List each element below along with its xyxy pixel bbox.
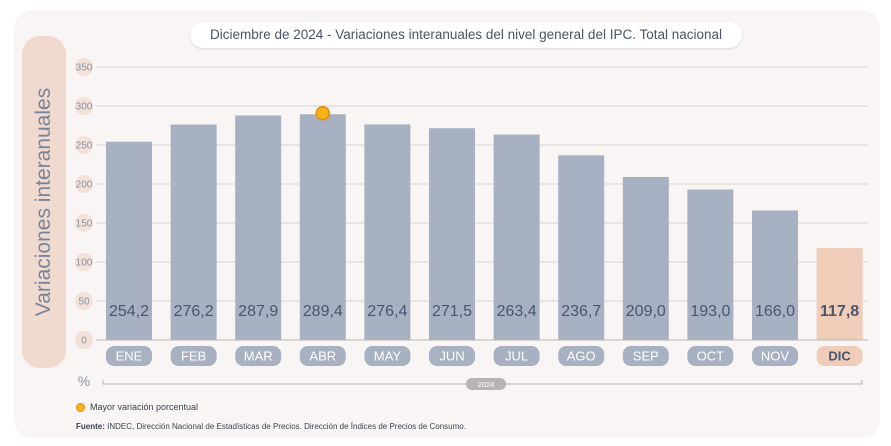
x-tick-tab [429, 346, 475, 366]
x-tick-tab [558, 346, 605, 366]
data-label: 276,2 [174, 303, 214, 320]
source-note: Fuente: INDEC, Dirección Nacional de Est… [76, 422, 466, 431]
x-tick-label: ABR [309, 349, 336, 364]
y-tick-bubble [75, 331, 93, 349]
y-tick-label: 0 [81, 336, 87, 347]
x-tick-tab [235, 346, 282, 366]
x-tick-tab [687, 346, 734, 366]
y-tick-label: 100 [76, 258, 93, 269]
x-tick-label: DIC [828, 349, 851, 364]
x-tick-tab [364, 346, 411, 366]
bar-feb [170, 124, 217, 341]
x-tick-label: JUL [505, 349, 528, 364]
data-label: 193,0 [690, 303, 730, 320]
data-label: 287,9 [238, 303, 278, 320]
y-tick-bubble [75, 97, 93, 115]
x-tick-label: NOV [761, 349, 790, 364]
x-tick-tab [752, 346, 798, 366]
y-tick-bubble [75, 292, 93, 310]
x-tick-label: MAR [244, 349, 273, 364]
y-tick-label: 350 [76, 63, 93, 74]
y-axis-label-band [22, 36, 66, 368]
data-label: 236,7 [561, 303, 601, 320]
year-badge [466, 378, 506, 390]
bar-dic [816, 248, 863, 340]
x-tick-tab [622, 346, 669, 366]
y-tick-bubble [75, 214, 93, 232]
max-variation-marker [315, 106, 331, 121]
bar-may [364, 124, 411, 341]
x-tick-tab [299, 346, 346, 366]
x-tick-label: FEB [181, 349, 206, 364]
x-tick-label: JUN [439, 349, 464, 364]
legend-label: Mayor variación porcentual [90, 402, 199, 412]
y-tick-bubble [75, 58, 93, 76]
bar-abr [299, 114, 346, 340]
y-unit-label: % [78, 373, 90, 389]
bar-sep [622, 176, 669, 340]
source-label: Fuente: [76, 422, 105, 431]
y-tick-label: 200 [76, 180, 93, 191]
bar-jul [493, 134, 540, 340]
x-tick-tab [816, 346, 863, 366]
x-tick-label: MAY [374, 349, 402, 364]
year-label: 2024 [478, 380, 495, 389]
data-label: 209,0 [626, 303, 666, 320]
x-tick-label: SEP [633, 349, 659, 364]
bar-ago [558, 155, 605, 340]
data-label: 263,4 [497, 303, 537, 320]
data-label: 289,4 [303, 303, 343, 320]
y-tick-label: 150 [76, 219, 93, 230]
x-tick-label: AGO [567, 349, 596, 364]
y-tick-label: 50 [78, 297, 90, 308]
x-tick-tab [106, 346, 152, 366]
y-tick-label: 300 [76, 102, 93, 113]
data-label: 254,2 [109, 303, 149, 320]
y-tick-label: 250 [76, 141, 93, 152]
bar-jun [429, 128, 475, 340]
y-tick-bubble [75, 136, 93, 154]
chart-title: Diciembre de 2024 - Variaciones interanu… [190, 22, 742, 48]
x-tick-tab [170, 346, 217, 366]
bar-oct [687, 189, 734, 340]
x-tick-tab [493, 346, 540, 366]
y-tick-bubble [75, 253, 93, 271]
x-tick-label: OCT [697, 349, 725, 364]
bar-nov [752, 210, 798, 340]
data-label: 276,4 [367, 303, 407, 320]
y-tick-bubble [75, 175, 93, 193]
bar-mar [235, 115, 282, 340]
x-tick-label: ENE [116, 349, 143, 364]
data-label: 117,8 [820, 303, 859, 320]
source-text: INDEC, Dirección Nacional de Estadística… [107, 422, 466, 431]
bar-ene [106, 141, 152, 340]
data-label: 166,0 [755, 303, 795, 320]
legend: Mayor variación porcentual [76, 402, 198, 412]
max-marker-legend-icon [76, 402, 85, 412]
data-label: 271,5 [432, 303, 472, 320]
